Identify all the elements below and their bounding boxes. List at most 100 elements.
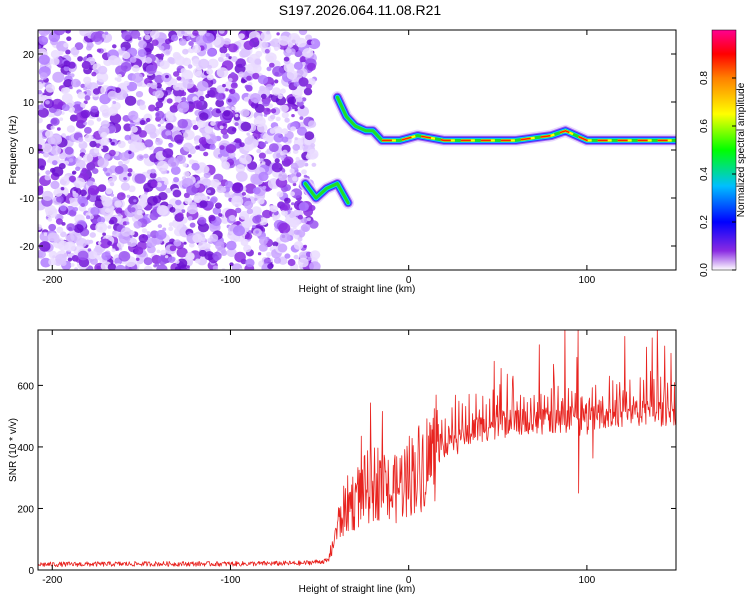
noise-blob: [84, 239, 91, 245]
noise-blob: [126, 194, 131, 198]
noise-blob: [205, 134, 211, 140]
noise-blob: [195, 176, 201, 181]
noise-blob: [127, 172, 132, 177]
noise-blob: [114, 200, 122, 208]
colorbar-ticks: 0.0 0.2 0.4 0.6 0.8: [699, 71, 736, 277]
noise-blob: [288, 33, 301, 44]
noise-blob: [123, 167, 129, 172]
noise-blob: [136, 209, 143, 216]
noise-blob: [74, 42, 84, 50]
colorbar-tick-label: 0.6: [699, 119, 710, 133]
noise-blob: [212, 265, 219, 270]
noise-blob: [137, 36, 142, 41]
noise-blob: [303, 244, 308, 249]
noise-blob: [301, 97, 307, 102]
noise-blob: [284, 117, 290, 123]
noise-blob: [89, 140, 97, 148]
noise-blob: [292, 225, 297, 230]
noise-blob: [124, 95, 137, 106]
noise-blob: [144, 34, 151, 41]
noise-blob: [204, 251, 215, 261]
noise-blob: [157, 123, 161, 127]
noise-blob: [84, 134, 93, 143]
noise-blob: [221, 161, 230, 170]
noise-blob: [80, 109, 91, 119]
noise-blob: [241, 192, 246, 196]
noise-blob: [193, 67, 203, 77]
noise-blob: [293, 61, 303, 70]
noise-blob: [282, 149, 288, 155]
noise-blob: [77, 91, 86, 99]
noise-blob: [205, 93, 210, 99]
noise-blob: [61, 104, 70, 112]
noise-blob: [165, 255, 169, 259]
colorbar-tick-label: 0.4: [699, 167, 710, 181]
noise-blob: [235, 164, 246, 173]
noise-blob: [308, 205, 316, 211]
noise-blob: [233, 225, 245, 237]
noise-blob: [107, 263, 117, 270]
noise-blob: [130, 207, 136, 213]
noise-blob: [243, 40, 254, 50]
signal-band: [335, 95, 676, 142]
noise-blob: [254, 197, 258, 201]
noise-blob: [155, 110, 165, 119]
noise-blob: [186, 185, 198, 196]
noise-blob: [225, 144, 237, 154]
noise-blob: [184, 196, 193, 205]
noise-blob: [68, 61, 76, 69]
noise-blob: [38, 104, 44, 111]
noise-blob: [287, 96, 297, 105]
noise-blob: [233, 115, 241, 121]
noise-blob: [100, 131, 108, 138]
noise-blob: [115, 207, 123, 215]
noise-blob: [99, 145, 104, 150]
noise-blob: [124, 134, 131, 141]
noise-blob: [254, 103, 265, 113]
noise-blob: [228, 214, 236, 222]
noise-blob: [174, 266, 182, 270]
noise-blob: [303, 174, 308, 178]
noise-blob: [227, 126, 237, 135]
noise-blob: [66, 223, 76, 232]
noise-blob: [65, 49, 71, 55]
noise-blob: [231, 106, 236, 111]
noise-blob: [128, 185, 136, 193]
noise-blob: [134, 173, 146, 184]
snr-y-label: SNR (10 * v/v): [8, 418, 19, 482]
noise-blob: [228, 43, 238, 53]
noise-blob: [144, 57, 153, 64]
noise-blob: [200, 195, 208, 202]
noise-blob: [182, 48, 189, 55]
noise-blob: [50, 145, 62, 156]
noise-blob: [273, 133, 284, 143]
noise-blob: [212, 207, 222, 215]
noise-blob: [90, 206, 100, 216]
noise-blob: [258, 236, 268, 245]
noise-blob: [40, 32, 45, 37]
noise-blob: [198, 95, 205, 102]
noise-blob: [77, 56, 83, 62]
noise-blob: [194, 254, 199, 258]
noise-blob: [218, 30, 225, 34]
noise-blob: [243, 200, 254, 210]
noise-blob: [226, 248, 237, 258]
noise-blob: [45, 83, 56, 93]
noise-blob: [81, 60, 91, 70]
noise-blob: [192, 96, 198, 102]
signal-layer: [299, 91, 676, 209]
noise-blob: [222, 83, 226, 88]
noise-blob: [310, 143, 316, 148]
noise-blob: [187, 64, 193, 69]
noise-blob: [199, 112, 209, 121]
snr-series-line: [38, 330, 676, 568]
noise-blob: [207, 87, 219, 98]
noise-blob: [60, 231, 67, 238]
noise-blob: [66, 72, 71, 76]
noise-blob: [42, 190, 54, 201]
noise-blob: [297, 106, 310, 117]
noise-blob: [310, 40, 315, 45]
noise-blob: [114, 165, 124, 175]
noise-blob: [252, 72, 260, 80]
noise-blob: [138, 40, 147, 49]
